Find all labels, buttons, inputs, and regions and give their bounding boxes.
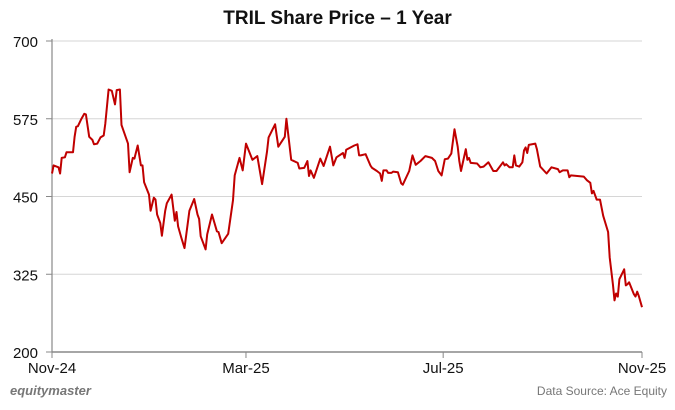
chart-title: TRIL Share Price – 1 Year xyxy=(223,8,452,29)
y-tick-label: 700 xyxy=(13,34,38,51)
y-axis-labels: 200 325 450 575 700 xyxy=(13,34,38,362)
equitymaster-logo: equitymaster xyxy=(10,383,91,398)
price-line xyxy=(51,88,643,308)
x-tick-label: Mar-25 xyxy=(222,360,270,377)
x-tick-label: Nov-24 xyxy=(28,360,76,377)
gridlines xyxy=(52,40,642,275)
axes xyxy=(46,39,643,358)
y-tick-label: 325 xyxy=(13,267,38,284)
data-source: Data Source: Ace Equity xyxy=(536,384,667,398)
series xyxy=(51,88,643,308)
x-tick-label: Jul-25 xyxy=(423,360,464,377)
x-tick-label: Nov-25 xyxy=(618,360,666,377)
x-axis-labels: Nov-24 Mar-25 Jul-25 Nov-25 xyxy=(28,360,666,377)
y-tick-label: 575 xyxy=(13,112,38,129)
y-tick-label: 200 xyxy=(13,345,38,362)
y-tick-label: 450 xyxy=(13,190,38,207)
